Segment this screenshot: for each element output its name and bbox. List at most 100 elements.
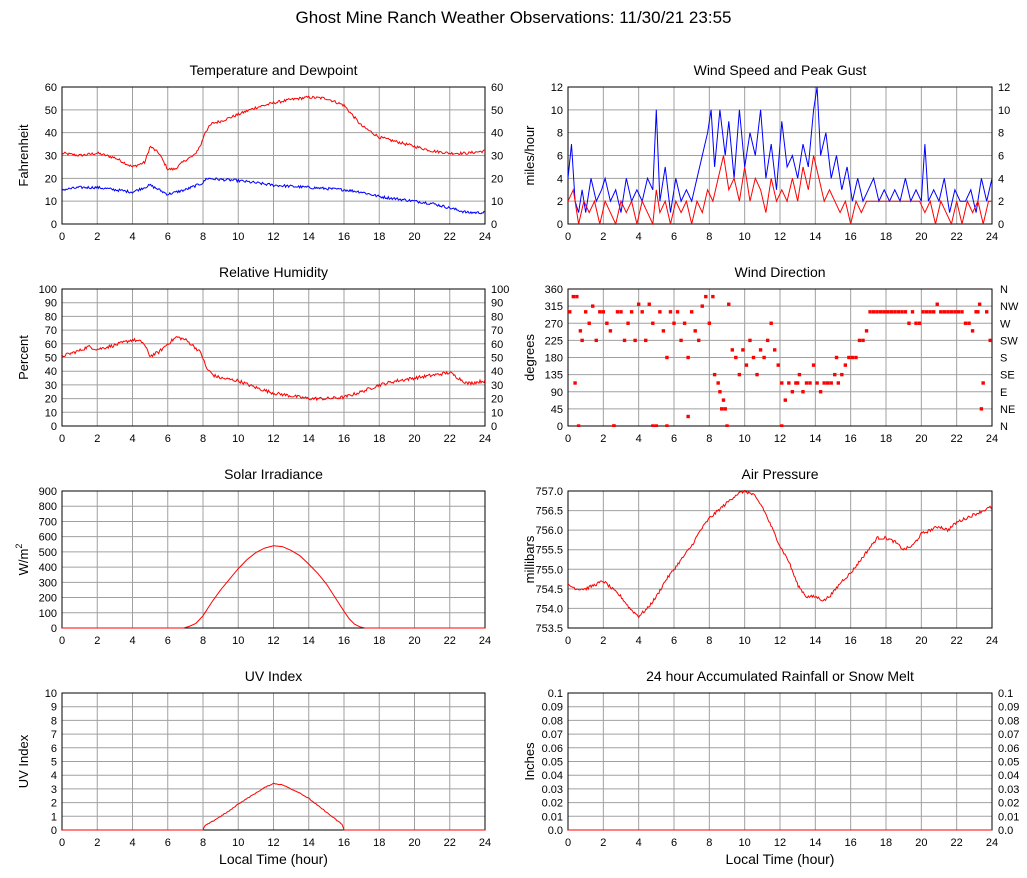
y-tick-label: 756.0 bbox=[535, 525, 563, 537]
x-tick-label: 18 bbox=[880, 231, 892, 243]
compass-label: NW bbox=[1000, 301, 1019, 313]
data-point bbox=[587, 321, 591, 325]
y-tick-label: 5 bbox=[51, 757, 57, 769]
x-tick-label: 24 bbox=[986, 231, 998, 243]
x-tick-label: 8 bbox=[200, 231, 206, 243]
data-point bbox=[661, 329, 666, 333]
x-tick-label: 6 bbox=[165, 231, 171, 243]
y-tick-label: 90 bbox=[551, 387, 563, 399]
x-tick-label: 16 bbox=[338, 635, 350, 647]
y-tick-label: 10 bbox=[551, 105, 563, 117]
chart-title: UV Index bbox=[245, 668, 303, 684]
data-point bbox=[612, 424, 616, 427]
data-point bbox=[721, 398, 726, 402]
data-point bbox=[977, 302, 982, 306]
x-tick-label: 4 bbox=[129, 635, 135, 647]
data-point bbox=[578, 329, 583, 333]
x-tick-label: 0 bbox=[59, 837, 65, 849]
y-tick-label: 0 bbox=[557, 421, 563, 433]
data-point bbox=[755, 372, 759, 377]
data-point bbox=[697, 338, 701, 343]
data-point bbox=[834, 355, 839, 360]
y-tick-label-right: 12 bbox=[998, 82, 1010, 94]
series-group bbox=[568, 490, 992, 619]
data-point bbox=[988, 338, 992, 343]
data-point bbox=[981, 381, 985, 385]
x-tick-label: 0 bbox=[565, 837, 571, 849]
data-point bbox=[622, 338, 627, 343]
data-point bbox=[737, 372, 742, 377]
y-tick-label: 0.0 bbox=[548, 825, 563, 837]
x-tick-label: 10 bbox=[739, 837, 751, 849]
x-tick-label: 6 bbox=[671, 837, 677, 849]
x-tick-label: 18 bbox=[373, 837, 385, 849]
x-tick-label: 22 bbox=[951, 837, 963, 849]
data-point bbox=[758, 348, 763, 352]
data-point bbox=[693, 329, 697, 333]
x-tick-label: 0 bbox=[565, 433, 571, 445]
data-point bbox=[976, 310, 980, 314]
data-point bbox=[644, 338, 648, 343]
data-point bbox=[963, 321, 968, 325]
y-axis-label: millibars bbox=[522, 535, 537, 583]
x-tick-label: 10 bbox=[739, 433, 751, 445]
data-point bbox=[707, 321, 712, 325]
data-point bbox=[626, 321, 630, 325]
x-tick-label: 20 bbox=[408, 231, 420, 243]
y-axis-label: W/m2 bbox=[14, 544, 31, 576]
y-tick-label: 753.5 bbox=[535, 623, 563, 635]
y-tick-label: 0.1 bbox=[548, 688, 563, 700]
data-point bbox=[946, 310, 950, 314]
y-tick-label: 40 bbox=[45, 128, 57, 140]
y-tick-label: 135 bbox=[545, 370, 563, 382]
y-tick-label: 0.09 bbox=[542, 702, 563, 714]
data-point bbox=[917, 321, 922, 325]
data-point bbox=[608, 329, 613, 333]
data-point bbox=[682, 321, 687, 325]
x-tick-label: 4 bbox=[636, 231, 642, 243]
x-tick-label: 16 bbox=[845, 433, 857, 445]
y-tick-label: 800 bbox=[39, 501, 57, 513]
x-tick-label: 16 bbox=[845, 635, 857, 647]
x-tick-label: 24 bbox=[479, 231, 491, 243]
y-tick-label: 2 bbox=[557, 196, 563, 208]
y-tick-label: 225 bbox=[545, 335, 563, 347]
y-tick-label: 300 bbox=[39, 577, 57, 589]
x-tick-label: 18 bbox=[880, 635, 892, 647]
x-tick-label: 10 bbox=[232, 433, 244, 445]
compass-label: S bbox=[1000, 353, 1007, 365]
x-tick-label: 12 bbox=[267, 433, 279, 445]
data-point bbox=[780, 381, 784, 385]
x-tick-label: 20 bbox=[408, 433, 420, 445]
x-tick-label: 22 bbox=[951, 635, 963, 647]
data-point bbox=[727, 302, 731, 306]
data-point bbox=[712, 372, 717, 377]
data-point bbox=[734, 355, 738, 360]
y-tick-label-right: 40 bbox=[491, 366, 503, 378]
data-point bbox=[605, 321, 609, 325]
y-tick-label: 900 bbox=[39, 486, 57, 498]
x-tick-label: 14 bbox=[809, 231, 821, 243]
x-tick-label: 8 bbox=[706, 837, 712, 849]
x-tick-label: 20 bbox=[915, 231, 927, 243]
x-tick-label: 20 bbox=[915, 433, 927, 445]
y-axis-label: Inches bbox=[522, 742, 537, 781]
y-tick-label: 70 bbox=[45, 325, 57, 337]
x-tick-label: 18 bbox=[880, 433, 892, 445]
series-line bbox=[62, 177, 485, 215]
y-tick-label: 50 bbox=[45, 105, 57, 117]
y-tick-label-right: 4 bbox=[998, 173, 1004, 185]
data-point bbox=[797, 372, 802, 377]
data-point bbox=[868, 310, 872, 314]
compass-label: N bbox=[1000, 284, 1008, 296]
y-tick-label: 40 bbox=[45, 366, 57, 378]
data-point bbox=[956, 310, 961, 314]
data-point bbox=[636, 302, 641, 306]
compass-label: N bbox=[1000, 421, 1008, 433]
y-tick-label-right: 20 bbox=[491, 173, 503, 185]
data-point bbox=[594, 338, 598, 343]
data-point bbox=[822, 381, 826, 385]
data-point bbox=[861, 338, 865, 343]
